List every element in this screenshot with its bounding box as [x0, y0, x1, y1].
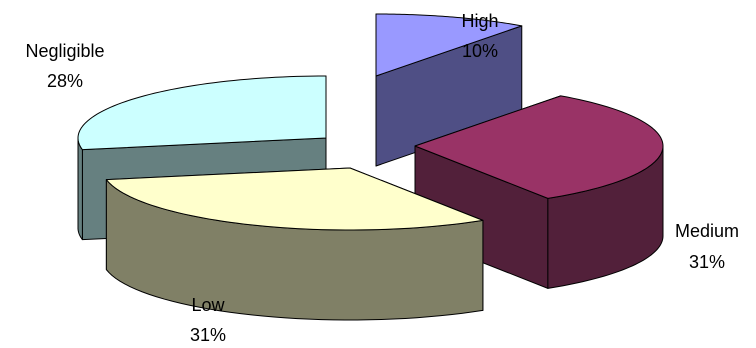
slice-high-top	[375, 13, 523, 77]
slice-low-top	[105, 167, 484, 231]
slice-label-high-name: High	[461, 11, 498, 31]
slice-negligible-outer-wall	[77, 137, 83, 241]
slice-label-low-percent: 31%	[190, 325, 226, 345]
slice-high	[375, 13, 523, 167]
slice-medium	[414, 95, 664, 289]
pie-slices	[77, 13, 664, 321]
slice-label-medium-percent: 31%	[689, 252, 725, 272]
slice-label-low-name: Low	[191, 295, 225, 315]
slice-label-medium-name: Medium	[675, 221, 739, 241]
slice-label-high-percent: 10%	[462, 41, 498, 61]
slice-negligible-top	[77, 75, 327, 151]
slice-medium-top	[414, 95, 664, 199]
slice-label-negligible-percent: 28%	[47, 71, 83, 91]
slice-low	[105, 167, 484, 321]
slice-label-negligible-name: Negligible	[25, 41, 104, 61]
